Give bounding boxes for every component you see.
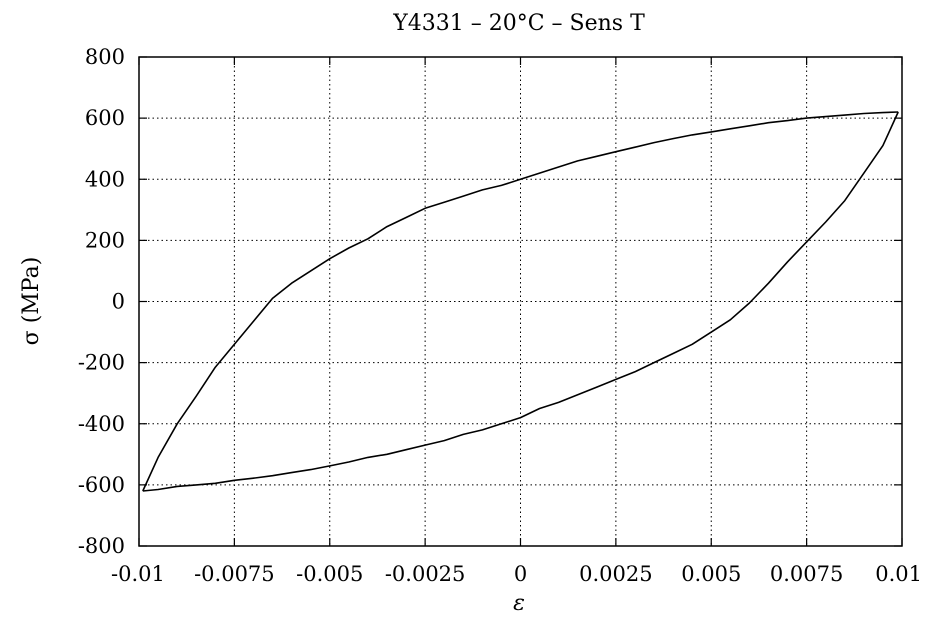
y-tick-label: 400 — [85, 167, 125, 191]
y-tick-label: -400 — [78, 412, 125, 436]
y-axis: 800 600 400 200 0 -200 -400 -600 -800 — [78, 45, 902, 558]
series-line-2 — [142, 111, 899, 492]
series-group — [142, 111, 899, 492]
y-tick-label: 600 — [85, 106, 125, 130]
x-tick-label: 0.01 — [875, 562, 922, 586]
y-tick-label: -600 — [78, 473, 125, 497]
x-tick-label: 0.005 — [681, 562, 741, 586]
y-tick-label: -800 — [78, 534, 125, 558]
x-tick-label: -0.0025 — [385, 562, 466, 586]
y-axis-label: σ (MPa) — [19, 257, 44, 346]
y-tick-label: -200 — [78, 351, 125, 375]
gridlines — [139, 57, 902, 546]
x-tick-label: -0.005 — [296, 562, 363, 586]
plot-frame — [138, 56, 903, 547]
y-tick-label: 0 — [112, 290, 125, 314]
x-tick-label: 0.0075 — [770, 562, 843, 586]
series-line-1 — [142, 111, 899, 492]
chart-title: Y4331 – 20°C – Sens T — [392, 11, 645, 36]
x-axis-label: ε — [513, 591, 525, 616]
x-tick-label: -0.0075 — [194, 562, 275, 586]
x-axis: -0.01 -0.0075 -0.005 -0.0025 0 0.0025 0.005 0.0… — [111, 57, 922, 586]
x-tick-label: 0.0025 — [579, 562, 652, 586]
x-tick-label: 0 — [514, 562, 527, 586]
x-tick-label: -0.01 — [111, 562, 165, 586]
y-tick-label: 200 — [85, 228, 125, 252]
y-tick-label: 800 — [85, 45, 125, 69]
